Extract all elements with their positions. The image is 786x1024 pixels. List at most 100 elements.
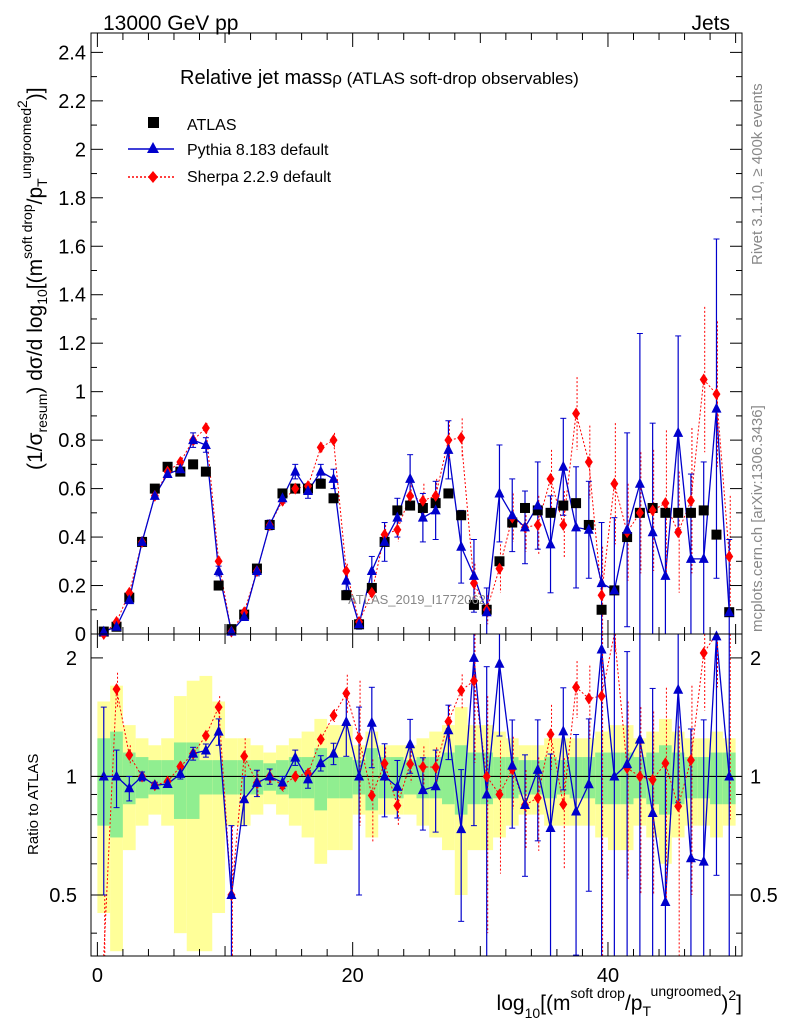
pythia-data-point — [303, 485, 313, 496]
sherpa-ratio-point — [469, 674, 478, 687]
x-tick-label: 0 — [92, 965, 103, 987]
sherpa-data-point — [597, 589, 606, 602]
pythia-data-point — [137, 535, 148, 546]
pythia-data-point — [609, 584, 620, 595]
sherpa-ratio-point — [329, 709, 338, 722]
sherpa-data-point — [725, 550, 734, 563]
pythia-ratio-point — [481, 788, 492, 799]
atlas-data-point — [443, 488, 454, 499]
x-axis-label: log10[(msoft drop/pTungroomed)2] — [497, 983, 742, 1021]
pythia-ratio-point — [379, 770, 390, 781]
pythia-data-point — [456, 540, 467, 551]
pythia-ratio-point — [341, 715, 352, 726]
legend-sherpa-label: Sherpa 2.2.9 default — [187, 169, 332, 186]
sherpa-data-point — [610, 477, 619, 490]
pythia-ratio-point — [98, 770, 109, 781]
ratio-plot — [98, 630, 735, 957]
ratio-band-green — [442, 752, 455, 805]
ratio-band-green — [339, 757, 353, 799]
pythia-ratio-point — [290, 751, 301, 762]
atlas-data-point — [200, 466, 211, 477]
pythia-data-point — [698, 552, 709, 563]
sherpa-data-point — [699, 373, 708, 386]
sherpa-data-point — [393, 523, 402, 536]
pythia-data-point — [251, 564, 262, 575]
pythia-data-point — [685, 552, 696, 563]
pythia-ratio-point — [175, 767, 186, 778]
pythia-ratio-point — [456, 823, 467, 834]
pythia-ratio-point — [188, 747, 199, 758]
ratio-panel-frame — [90, 633, 743, 957]
y-tick-label-top: 1.8 — [58, 188, 86, 210]
sherpa-ratio-point — [342, 687, 351, 700]
atlas-data-point — [405, 500, 416, 511]
sherpa-ratio-point — [406, 758, 415, 771]
atlas-data-point — [315, 478, 326, 489]
pythia-ratio-point — [571, 805, 582, 816]
ratio-band-green — [186, 742, 200, 819]
ratio-uncertainty-bands — [91, 675, 742, 952]
pythia-data-point — [545, 538, 556, 549]
pythia-ratio-point — [213, 725, 224, 736]
pythia-ratio-point — [354, 770, 365, 781]
ratio-band-green — [173, 742, 187, 819]
pythia-data-point — [175, 463, 186, 474]
sherpa-ratio-point — [648, 773, 657, 786]
sherpa-data-point — [291, 482, 300, 495]
pythia-ratio-point — [200, 744, 211, 755]
y-tick-label-top: 2 — [75, 139, 86, 161]
pythia-ratio-point — [111, 770, 122, 781]
pythia-ratio-point — [251, 776, 262, 787]
pythia-ratio-point — [634, 733, 645, 744]
pythia-ratio-point — [545, 821, 556, 832]
sherpa-data-point — [329, 434, 338, 447]
atlas-data-point — [392, 505, 403, 516]
sherpa-ratio-point — [686, 754, 695, 767]
sherpa-ratio-point — [572, 681, 581, 694]
y-tick-label-top: 1 — [75, 382, 86, 404]
sherpa-data-point — [648, 504, 657, 517]
sherpa-ratio-point — [418, 760, 427, 773]
svg-text:(1/σresum) dσ/d log10[(msoft d: (1/σresum) dσ/d log10[(msoft drop/pTungr… — [14, 87, 50, 470]
analysis-watermark: ATLAS_2019_I1772062 — [348, 592, 486, 607]
sherpa-data-point — [444, 434, 453, 447]
sherpa-data-point — [457, 431, 466, 444]
pythia-ratio-point — [443, 724, 454, 735]
pythia-data-point — [583, 523, 594, 534]
pythia-ratio-point — [520, 799, 530, 810]
y-axis-label-top: (1/σresum) dσ/d log10[(msoft drop/pTungr… — [14, 87, 50, 470]
atlas-data-point — [596, 604, 607, 615]
y-tick-label-top: 0.4 — [58, 527, 86, 549]
atlas-data-point — [685, 507, 696, 518]
atlas-data-point — [520, 502, 530, 513]
atlas-data-point — [188, 459, 199, 470]
atlas-data-point — [328, 493, 339, 504]
pythia-ratio-point — [660, 895, 671, 906]
sherpa-data-point — [176, 455, 185, 468]
pythia-ratio-point — [494, 657, 505, 668]
pythia-data-point — [213, 564, 224, 575]
sherpa-ratio-point — [201, 729, 210, 742]
atlas-data-point — [456, 510, 467, 521]
sherpa-ratio-point — [457, 684, 466, 697]
sherpa-ratio-point — [125, 749, 134, 762]
pythia-data-point — [290, 465, 301, 476]
sherpa-data-point — [661, 497, 670, 510]
sherpa-data-point — [431, 489, 440, 502]
y-tick-label-ratio-right: 1 — [750, 766, 761, 788]
atlas-data-point — [149, 483, 160, 494]
y-tick-label-ratio-right: 2 — [750, 648, 761, 670]
legend-atlas-label: ATLAS — [187, 117, 237, 134]
rivet-label: Rivet 3.1.10, ≥ 400k events — [749, 83, 766, 265]
sherpa-ratio-point — [482, 770, 491, 783]
y-tick-label-top: 0.6 — [58, 479, 86, 501]
pythia-data-point — [354, 618, 365, 629]
y-tick-label-ratio-right: 0.5 — [750, 885, 778, 907]
sherpa-ratio-point — [533, 791, 542, 804]
atlas-data-point — [532, 505, 543, 516]
y-tick-label-top: 1.2 — [58, 333, 86, 355]
ratio-band-green — [403, 760, 417, 795]
pythia-data-point — [417, 511, 428, 522]
pythia-data-point — [341, 574, 352, 585]
